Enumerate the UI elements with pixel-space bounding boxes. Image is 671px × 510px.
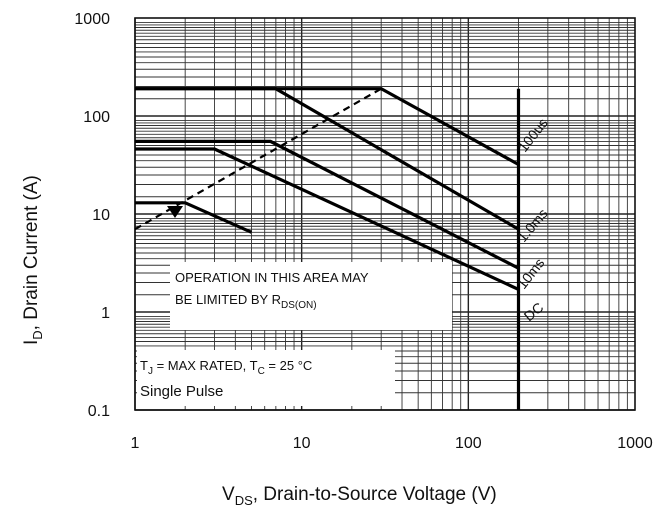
series-line-dc (135, 147, 520, 291)
y-tick-label: 1 (101, 305, 110, 322)
label-dc: DC (521, 299, 547, 324)
x-tick-label: 100 (455, 435, 482, 452)
x-axis-title: VDS, Drain-to-Source Voltage (V) (222, 484, 497, 508)
x-tick-labels: 1 10 100 1000 (131, 435, 653, 452)
y-tick-label: 1000 (74, 11, 110, 28)
y-axis-title: ID, Drain Current (A) (21, 175, 45, 345)
operation-note-line1: OPERATION IN THIS AREA MAY (175, 270, 369, 285)
operation-note-line2: BE LIMITED BY RDS(ON) (175, 292, 317, 311)
single-pulse-note: Single Pulse (140, 383, 223, 400)
plot-border (134, 17, 636, 411)
operation-note-box (170, 262, 452, 330)
x-tick-label: 1000 (617, 435, 653, 452)
x-tick-label: 1 (131, 435, 140, 452)
conditions-note: TJ = MAX RATED, TC = 25 °C (140, 358, 312, 377)
series-line-10ms (135, 139, 520, 270)
y-tick-label: 100 (83, 109, 110, 126)
y-tick-label: 10 (92, 207, 110, 224)
y-tick-labels: 1000 100 10 1 0.1 (74, 11, 110, 420)
conditions-note-box (137, 350, 395, 406)
series-line-dc-lower (135, 201, 253, 234)
x-tick-label: 10 (293, 435, 311, 452)
plot-frame (134, 17, 636, 411)
rds-arrow-marker (167, 206, 183, 218)
y-tick-label: 0.1 (88, 403, 110, 420)
series-line-1-0ms (135, 87, 520, 231)
soa-curves (134, 87, 521, 410)
